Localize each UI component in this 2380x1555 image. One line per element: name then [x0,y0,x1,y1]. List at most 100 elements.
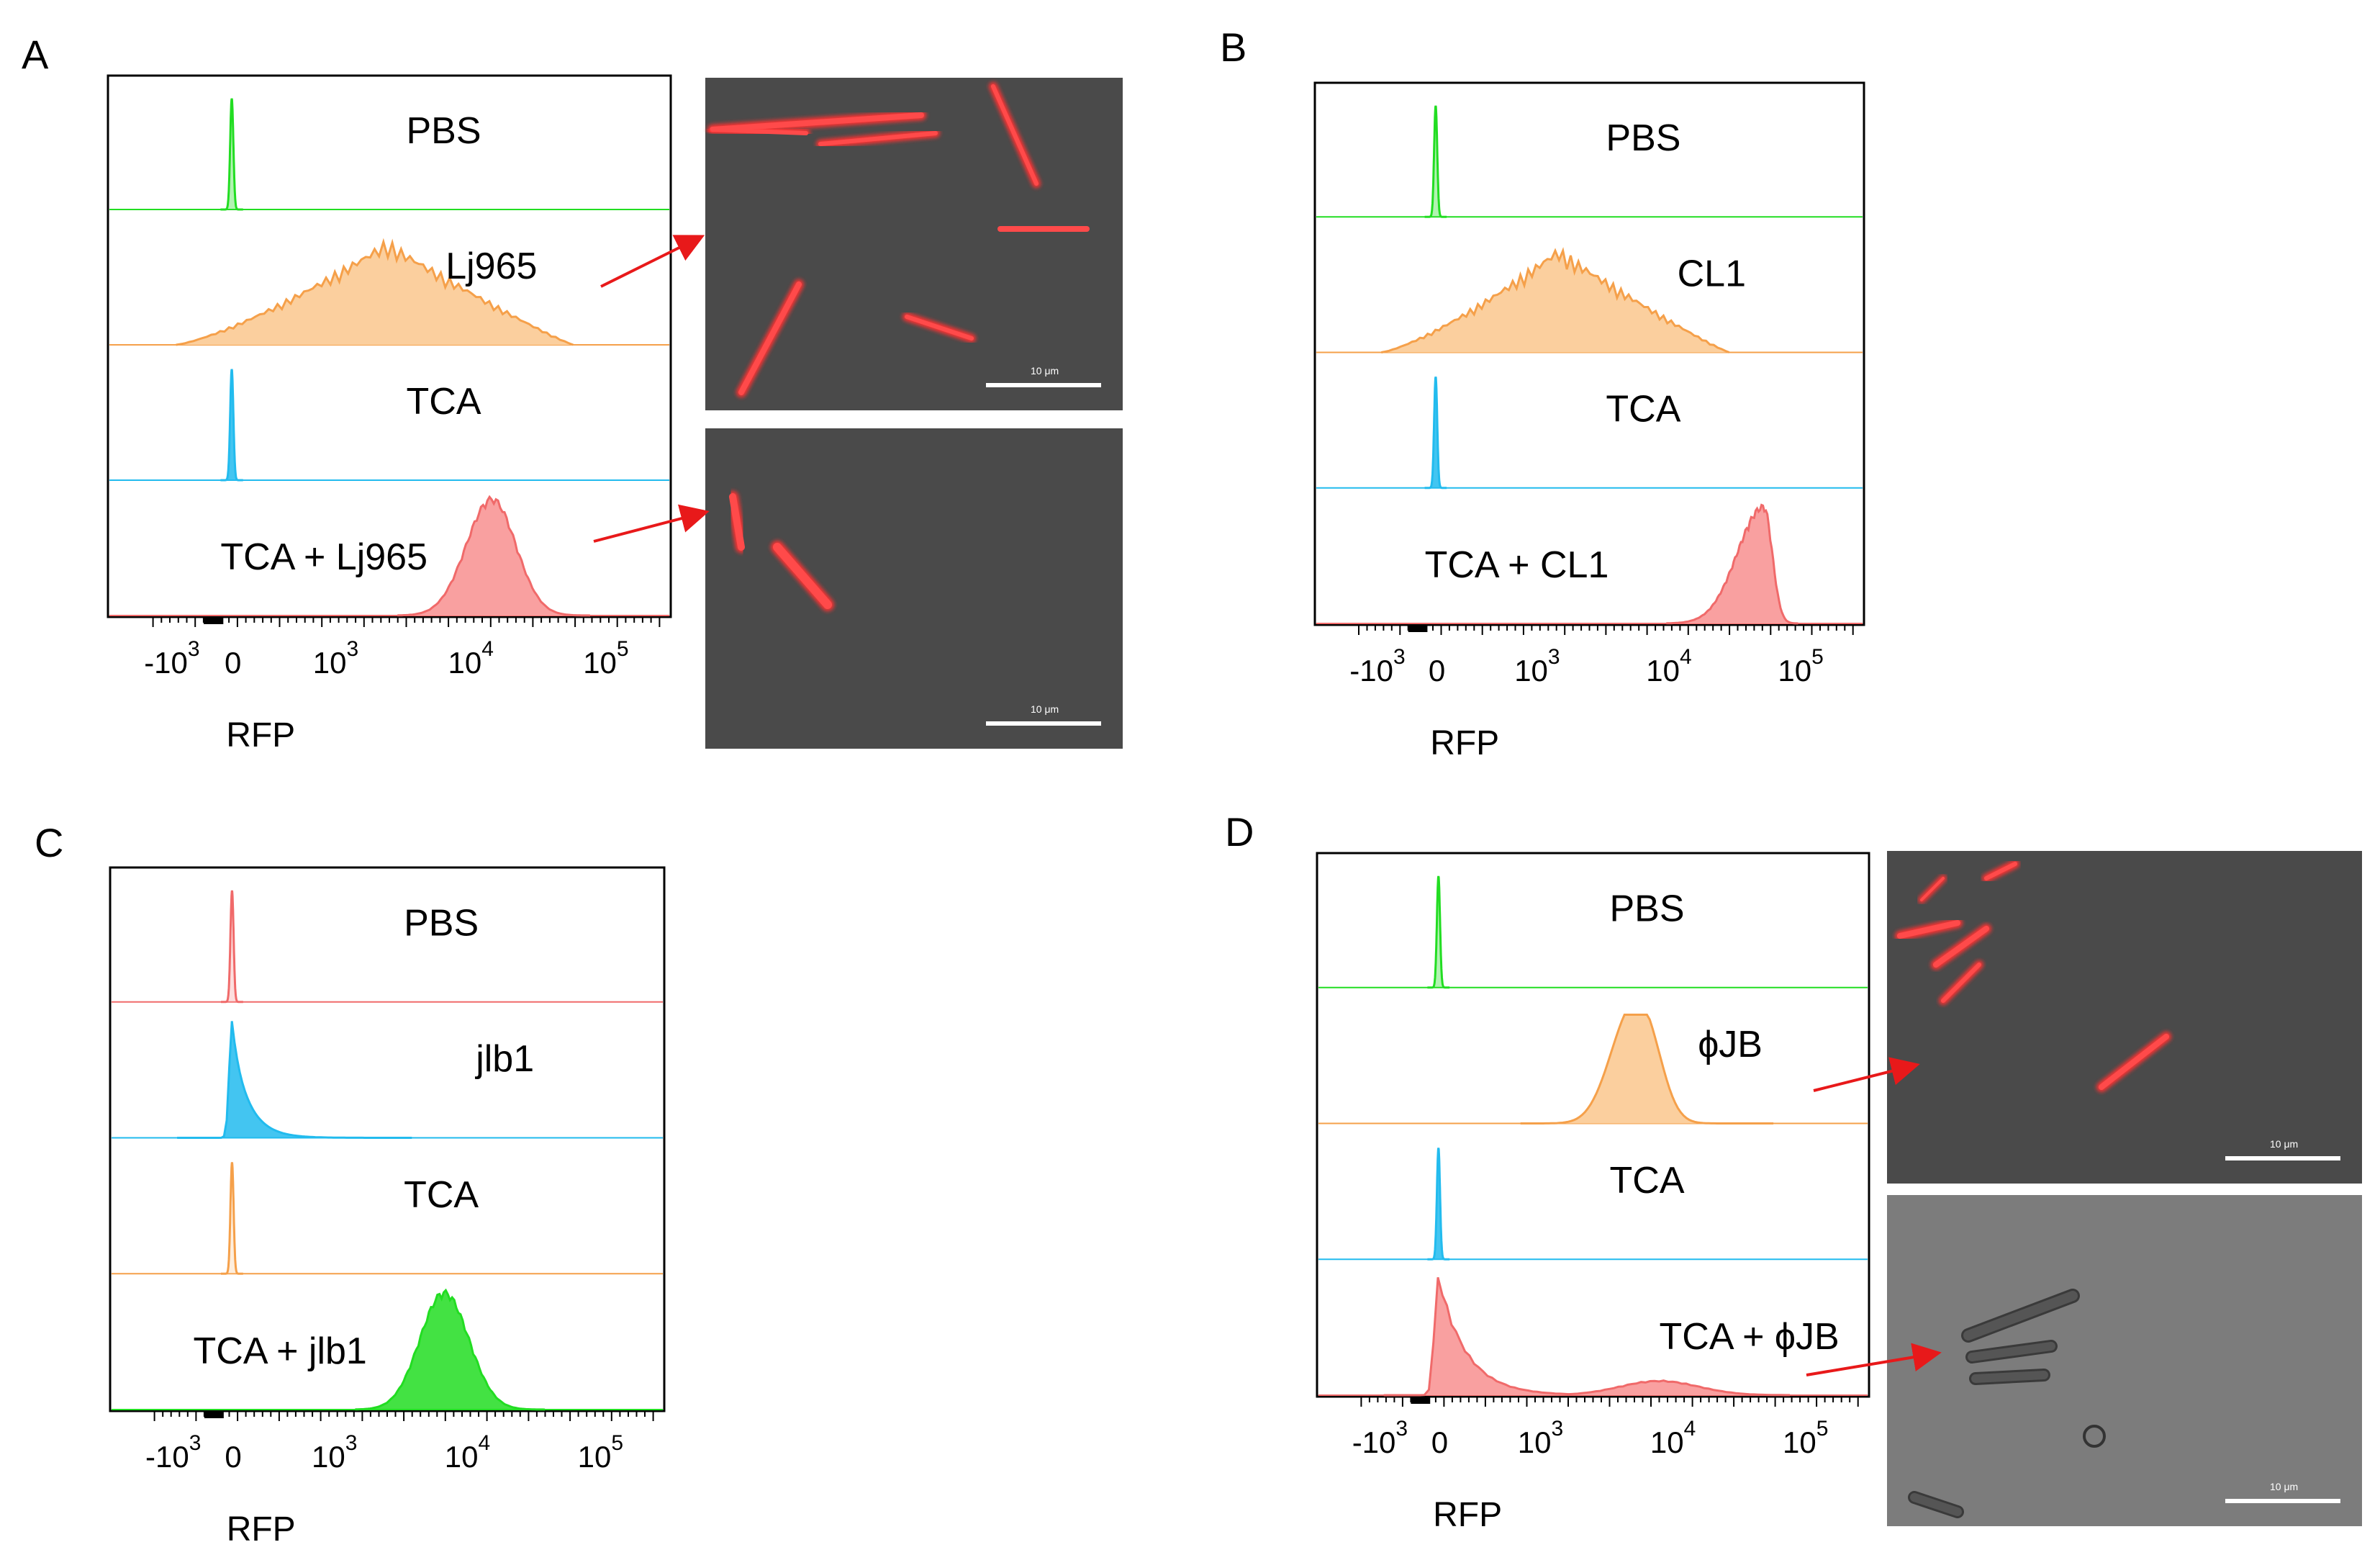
bacterium-rod-core [905,315,974,341]
scale-bar [2225,1156,2340,1160]
tick-label: 104 [1650,1417,1696,1459]
tick-label: 104 [1646,645,1691,688]
debris-particle [2083,1425,2106,1448]
panel-letter: D [1225,809,1254,855]
histogram-fill-tca [221,1162,243,1274]
series-label: TCA + jlb1 [194,1330,367,1372]
axis-tick-cluster [1408,625,1428,632]
micrograph-a-2: 10 μm [705,428,1123,749]
panel-a: A PBS Lj965 TCA TCA + Lj965 -103 0 103 104 105 RFP [22,32,672,754]
histogram-fill--jb [1520,1014,1774,1124]
histogram-fill-pbs [1427,876,1450,988]
histogram-fill-jlb1 [177,1021,412,1138]
x-axis-label: RFP [1430,724,1499,762]
tick-label: -103 [144,637,199,680]
scale-bar-label: 10 μm [2270,1138,2298,1150]
series-label: jlb1 [474,1038,534,1080]
series-label: Lj965 [445,245,537,287]
axis-tick-cluster [203,617,224,624]
x-axis-label: RFP [1433,1496,1502,1534]
bacterium-rod-core [1933,926,1989,968]
pointer-arrow [600,235,705,288]
pointer-arrow [1806,1343,1942,1376]
tick-label: 105 [1778,645,1823,688]
bacterium-rod-core [991,84,1039,186]
pointer-arrow [1813,1057,1920,1092]
series-label: TCA [1606,389,1680,431]
histogram-line-lj965 [176,238,574,346]
histogram-line-pbs [220,98,243,211]
scale-bar [986,383,1101,387]
series-label: TCA + CL1 [1425,544,1609,586]
series-label: ϕJB [1698,1024,1763,1065]
histogram-line-tca-cl1 [1666,503,1798,625]
histogram-line--jb [1520,1014,1774,1124]
bacterium-rod-core [1963,1291,2078,1340]
panel-c: C PBS jlb1 TCA TCA + jlb1 -103 0 103 104 105 RFP [35,820,666,1549]
histogram-line-tca-jlb1 [355,1288,546,1411]
tick-label: 104 [448,637,494,680]
tick-label: 103 [312,1431,357,1474]
series-label: PBS [1610,888,1685,929]
histogram-line-pbs [1427,875,1450,989]
tick-label: 0 [225,1440,241,1474]
micrograph-background [1887,851,2362,1184]
histogram-fill-pbs [220,98,243,209]
bacterium-rod-core [818,131,938,146]
micrograph-d-1: 10 μm [1887,851,2362,1184]
histogram-line-jlb1 [177,1021,412,1139]
histogram-fill-tca [1427,1148,1450,1260]
bacterium-rod-core [1920,877,1945,901]
scale-bar-label: 10 μm [1031,703,1059,715]
tick-label: 103 [1514,645,1560,688]
tick-label: 0 [1429,654,1445,688]
tick-label: 0 [225,646,241,680]
histogram-fill-tca-jlb1 [355,1290,546,1410]
bacterium-rod-core [773,543,832,609]
series-label: TCA [404,1174,479,1216]
histogram-line-tca [220,369,243,482]
histogram-fill-pbs [221,891,243,1002]
micrograph-background [1887,1195,2362,1526]
tick-label: 0 [1431,1425,1448,1459]
tick-label: -103 [145,1431,201,1474]
tick-label: -103 [1352,1417,1408,1459]
plot-frame [1316,852,1870,1398]
histogram-fill-tca [220,369,243,480]
histogram-line-pbs [1424,105,1447,218]
histogram-line-tca [1427,1148,1450,1261]
histogram-fill-lj965 [176,242,574,345]
tick-label: 105 [583,637,628,680]
bacterium-rod-core [1941,963,1981,1003]
histogram-line-tca-lj965 [397,495,591,617]
bacterium-rod-core [738,281,802,395]
histogram-fill-tca [1424,377,1447,488]
tick-label: 105 [1783,1417,1828,1459]
bacterium-rod-core [1971,1371,2048,1383]
bacterium-rod-core [1968,1342,2055,1361]
series-label: TCA + ϕJB [1660,1316,1840,1358]
tick-label: 103 [1518,1417,1563,1459]
histogram-fill-pbs [1424,105,1447,217]
histogram-line-tca-jb [1383,1277,1791,1397]
series-label: TCA [1610,1160,1685,1202]
axis-tick-cluster [1411,1397,1431,1404]
plot-frame [1313,81,1865,626]
bacterium-rod-core [729,493,745,551]
panel-d: D PBS ϕJB TCA TCA + ϕJB -103 0 103 104 105 RFP [1225,809,1870,1534]
plot-frame [109,866,666,1412]
tick-label: 105 [578,1431,623,1474]
series-label: CL1 [1678,253,1746,294]
scale-bar [986,721,1101,726]
series-label: TCA [407,381,481,423]
histogram-fill-tca-lj965 [397,497,590,616]
panel-letter: A [22,32,49,77]
scale-bar [2225,1499,2340,1503]
histogram-line-pbs [221,890,243,1004]
tick-label: 103 [313,637,358,680]
histogram-line-tca [1424,377,1447,490]
micrograph-background [705,428,1123,749]
micrograph-a-1: 10 μm [705,78,1123,410]
bacterium-rod-core [710,127,808,135]
